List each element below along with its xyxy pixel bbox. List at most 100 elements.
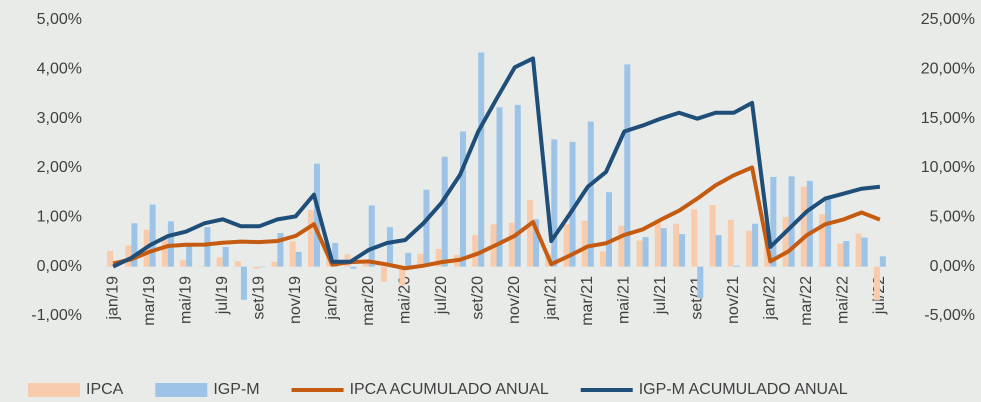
bar (271, 261, 278, 267)
x-tick-label: jul/21 (652, 276, 669, 315)
bar (204, 227, 211, 267)
y-tick-label: 2,00% (37, 159, 82, 176)
legend-label: IPCA ACUMULADO ANUAL (350, 381, 549, 398)
y2-tick-label: 25,00% (921, 11, 975, 28)
bar (782, 216, 789, 267)
y2-tick-label: 20,00% (921, 61, 975, 78)
y-tick-label: 3,00% (37, 110, 82, 127)
bar (496, 107, 503, 267)
x-tick-label: jul/19 (214, 276, 231, 315)
bar (472, 235, 479, 267)
legend-label: IGP-M ACUMULADO ANUAL (639, 381, 848, 398)
bar (563, 224, 570, 267)
bar (186, 244, 193, 267)
bar (350, 266, 357, 269)
bar (295, 251, 302, 267)
bar (405, 252, 412, 267)
bar (307, 209, 314, 267)
bar (660, 228, 667, 267)
x-tick-label: mai/19 (177, 276, 194, 324)
x-tick-label: jan/22 (762, 276, 779, 321)
y-tick-label: 0,00% (37, 258, 82, 275)
x-tick-label: set/20 (469, 276, 486, 320)
bar (459, 131, 466, 267)
bar (508, 222, 515, 267)
bar (788, 176, 795, 267)
bar (107, 250, 114, 267)
bar (125, 245, 132, 267)
bar (533, 219, 540, 267)
bar (240, 266, 247, 300)
line (112, 56, 881, 269)
x-tick-label: mar/22 (798, 276, 815, 326)
bar (727, 219, 734, 267)
bar (478, 52, 485, 267)
x-tick-label: jan/21 (542, 276, 559, 321)
bar (441, 156, 448, 267)
bar (752, 223, 759, 267)
y2-tick-label: 15,00% (921, 110, 975, 127)
bar (618, 225, 625, 267)
bar (624, 64, 631, 267)
bar (837, 243, 844, 267)
bar (527, 200, 534, 267)
bar (313, 163, 320, 267)
y2-tick-label: 5,00% (930, 209, 975, 226)
bar (289, 241, 296, 267)
x-tick-label: nov/20 (506, 276, 523, 324)
bar (386, 227, 393, 267)
bar (709, 205, 716, 267)
bar (362, 263, 369, 267)
y2-tick-label: 0,00% (930, 258, 975, 275)
x-tick-label: jul/20 (433, 276, 450, 315)
bar (380, 266, 387, 282)
bar (149, 204, 156, 267)
bar (770, 176, 777, 267)
bar (733, 265, 740, 267)
x-tick-label: nov/19 (287, 276, 304, 324)
bar (855, 233, 862, 267)
y-tick-label: 1,00% (37, 209, 82, 226)
y-tick-label: -1,00% (31, 307, 82, 324)
bar (551, 139, 558, 267)
bar (654, 219, 661, 267)
legend-swatch (155, 383, 208, 397)
bar (679, 234, 686, 267)
y2-tick-label: -5,00% (924, 307, 975, 324)
bar (514, 104, 521, 267)
x-tick-label: mar/21 (579, 276, 596, 326)
y2-tick-label: 10,00% (921, 159, 975, 176)
line (112, 165, 881, 271)
bar (435, 248, 442, 267)
x-tick-label: mai/22 (835, 276, 852, 324)
bar (691, 209, 698, 267)
y-tick-label: 5,00% (37, 11, 82, 28)
bar (600, 251, 607, 267)
bar (825, 197, 832, 267)
bar (587, 121, 594, 267)
bar (180, 260, 187, 267)
bar (417, 253, 424, 267)
y-tick-label: 4,00% (37, 61, 82, 78)
bar (800, 186, 807, 267)
x-tick-label: mar/19 (141, 276, 158, 326)
bar (715, 235, 722, 267)
bar (332, 242, 339, 267)
bar (569, 141, 576, 267)
x-tick-label: nov/21 (725, 276, 742, 324)
legend-label: IGP-M (213, 381, 259, 398)
legend-swatch (28, 383, 80, 397)
bar (843, 241, 850, 267)
bar (642, 237, 649, 267)
bar (399, 266, 406, 286)
bar (673, 223, 680, 267)
bar (879, 256, 886, 267)
bar (222, 246, 229, 267)
legend-label: IPCA (86, 381, 124, 398)
bar (253, 266, 260, 269)
bar (606, 192, 613, 267)
x-tick-label: mai/21 (616, 276, 633, 324)
bar (873, 266, 880, 301)
bar (697, 266, 704, 299)
